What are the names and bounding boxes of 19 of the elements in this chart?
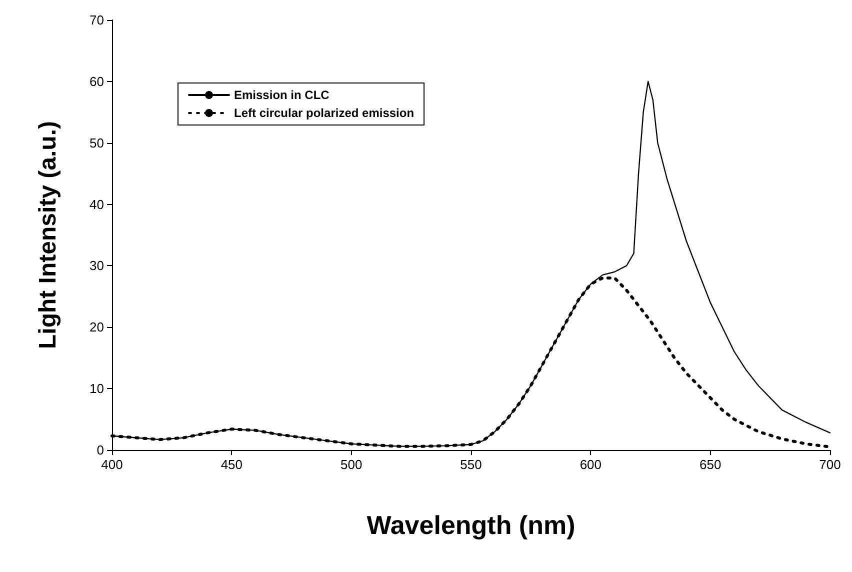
y-tick-label: 10 <box>90 381 104 396</box>
x-tick-label: 700 <box>819 457 841 472</box>
y-axis-title: Light Intensity (a.u.) <box>34 121 62 349</box>
legend-label: Left circular polarized emission <box>234 106 414 120</box>
x-tick-label: 650 <box>699 457 722 472</box>
y-tick-label: 40 <box>90 196 104 212</box>
x-tick-label: 600 <box>580 457 602 472</box>
y-tick-label: 30 <box>90 258 104 274</box>
legend-label: Emission in CLC <box>234 88 330 102</box>
x-tick-label: 500 <box>340 457 362 472</box>
x-tick-label: 400 <box>101 457 123 472</box>
y-tick-label: 50 <box>90 135 104 150</box>
y-tick-label: 0 <box>96 442 104 458</box>
y-tick-label: 70 <box>90 12 104 28</box>
x-tick-label: 450 <box>220 457 243 472</box>
x-axis-title: Wavelength (nm) <box>366 510 576 540</box>
y-tick-label: 60 <box>90 74 104 89</box>
y-tick-label: 20 <box>90 320 104 335</box>
x-tick-label: 550 <box>460 457 482 472</box>
